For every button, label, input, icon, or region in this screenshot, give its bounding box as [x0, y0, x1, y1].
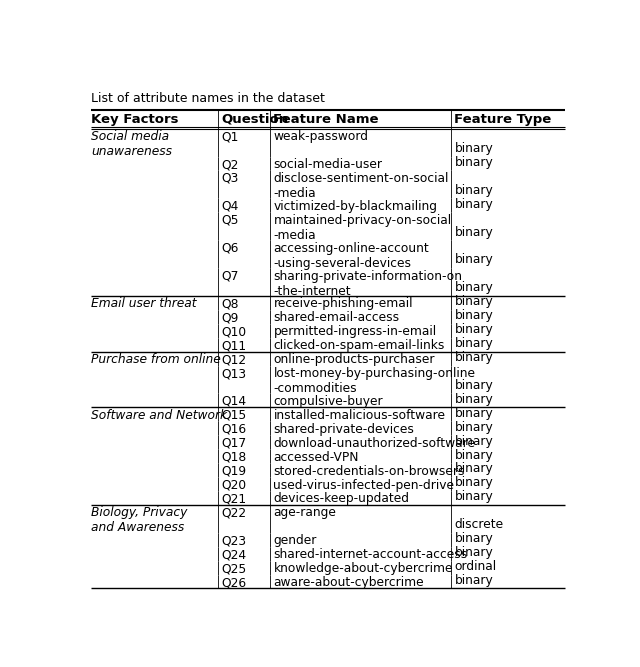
Text: binary: binary: [454, 435, 493, 448]
Text: Q10: Q10: [221, 325, 246, 338]
Text: binary: binary: [454, 574, 493, 587]
Text: receive-phishing-email: receive-phishing-email: [273, 297, 413, 310]
Text: binary: binary: [454, 225, 493, 239]
Text: lost-money-by-purchasing-online
-commodities: lost-money-by-purchasing-online -commodi…: [273, 367, 476, 395]
Text: permitted-ingress-in-email: permitted-ingress-in-email: [273, 325, 436, 338]
Text: Biology, Privacy
and Awareness: Biology, Privacy and Awareness: [91, 506, 188, 534]
Text: binary: binary: [454, 490, 493, 504]
Text: shared-private-devices: shared-private-devices: [273, 423, 414, 436]
Text: accessed-VPN: accessed-VPN: [273, 451, 359, 464]
Text: Q2: Q2: [221, 158, 239, 171]
Text: binary: binary: [454, 323, 493, 336]
Text: binary: binary: [454, 462, 493, 476]
Text: Email user threat: Email user threat: [91, 297, 196, 310]
Text: discrete: discrete: [454, 518, 504, 531]
Text: weak-password: weak-password: [273, 130, 369, 143]
Text: binary: binary: [454, 253, 493, 266]
Text: binary: binary: [454, 295, 493, 308]
Text: Question: Question: [221, 113, 289, 126]
Text: victimized-by-blackmailing: victimized-by-blackmailing: [273, 200, 438, 213]
Text: Q14: Q14: [221, 395, 246, 408]
Text: Q7: Q7: [221, 269, 239, 283]
Text: binary: binary: [454, 532, 493, 545]
Text: ordinal: ordinal: [454, 560, 497, 573]
Text: aware-about-cybercrime: aware-about-cybercrime: [273, 576, 424, 589]
Text: binary: binary: [454, 309, 493, 322]
Text: binary: binary: [454, 184, 493, 197]
Text: disclose-sentiment-on-social
-media: disclose-sentiment-on-social -media: [273, 172, 449, 200]
Text: Q9: Q9: [221, 311, 239, 324]
Text: Q6: Q6: [221, 241, 239, 255]
Text: Q24: Q24: [221, 548, 246, 561]
Text: Q19: Q19: [221, 465, 246, 478]
Text: binary: binary: [454, 281, 493, 294]
Text: Purchase from online: Purchase from online: [91, 353, 221, 366]
Text: devices-keep-updated: devices-keep-updated: [273, 492, 410, 506]
Text: binary: binary: [454, 337, 493, 350]
Text: Key Factors: Key Factors: [91, 113, 179, 126]
Text: binary: binary: [454, 407, 493, 420]
Text: Q18: Q18: [221, 451, 246, 464]
Text: compulsive-buyer: compulsive-buyer: [273, 395, 383, 408]
Text: binary: binary: [454, 142, 493, 155]
Text: online-products-purchaser: online-products-purchaser: [273, 353, 435, 366]
Text: social-media-user: social-media-user: [273, 158, 383, 171]
Text: Q22: Q22: [221, 506, 246, 520]
Text: binary: binary: [454, 393, 493, 406]
Text: binary: binary: [454, 546, 493, 559]
Text: knowledge-about-cybercrime: knowledge-about-cybercrime: [273, 562, 453, 575]
Text: Q1: Q1: [221, 130, 239, 143]
Text: Software and Network: Software and Network: [91, 409, 227, 422]
Text: Social media
unawareness: Social media unawareness: [91, 130, 172, 158]
Text: Q8: Q8: [221, 297, 239, 310]
Text: binary: binary: [454, 476, 493, 490]
Text: stored-credentials-on-browsers: stored-credentials-on-browsers: [273, 465, 465, 478]
Text: shared-internet-account-access: shared-internet-account-access: [273, 548, 468, 561]
Text: gender: gender: [273, 534, 317, 548]
Text: binary: binary: [454, 351, 493, 364]
Text: binary: binary: [454, 156, 493, 169]
Text: Feature Type: Feature Type: [454, 113, 552, 126]
Text: Q20: Q20: [221, 478, 246, 492]
Text: shared-email-access: shared-email-access: [273, 311, 399, 324]
Text: Q16: Q16: [221, 423, 246, 436]
Text: Q15: Q15: [221, 409, 246, 422]
Text: maintained-privacy-on-social
-media: maintained-privacy-on-social -media: [273, 214, 452, 242]
Text: age-range: age-range: [273, 506, 336, 520]
Text: Q5: Q5: [221, 214, 239, 227]
Text: accessing-online-account
-using-several-devices: accessing-online-account -using-several-…: [273, 241, 429, 269]
Text: used-virus-infected-pen-drive: used-virus-infected-pen-drive: [273, 478, 454, 492]
Text: installed-malicious-software: installed-malicious-software: [273, 409, 445, 422]
Text: Q25: Q25: [221, 562, 246, 575]
Text: Q21: Q21: [221, 492, 246, 506]
Text: binary: binary: [454, 197, 493, 211]
Text: Q3: Q3: [221, 172, 239, 185]
Text: binary: binary: [454, 448, 493, 462]
Text: Q26: Q26: [221, 576, 246, 589]
Text: Q11: Q11: [221, 340, 246, 352]
Text: Q13: Q13: [221, 367, 246, 380]
Text: binary: binary: [454, 379, 493, 392]
Text: sharing-private-information-on
-the-internet: sharing-private-information-on -the-inte…: [273, 269, 463, 297]
Text: Q4: Q4: [221, 200, 239, 213]
Text: Q12: Q12: [221, 353, 246, 366]
Text: binary: binary: [454, 421, 493, 434]
Text: download-unauthorized-software: download-unauthorized-software: [273, 437, 476, 450]
Text: Feature Name: Feature Name: [273, 113, 379, 126]
Text: clicked-on-spam-email-links: clicked-on-spam-email-links: [273, 340, 445, 352]
Text: List of attribute names in the dataset: List of attribute names in the dataset: [91, 92, 324, 105]
Text: Q23: Q23: [221, 534, 246, 548]
Text: Q17: Q17: [221, 437, 246, 450]
